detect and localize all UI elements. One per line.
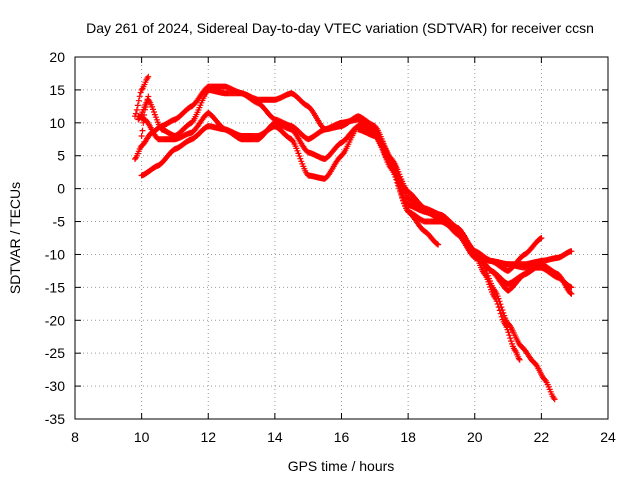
y-tick-label: 5 [57, 148, 65, 164]
y-tick-label: -10 [45, 246, 65, 262]
data-point-marker [497, 301, 504, 308]
x-tick-label: 20 [467, 429, 483, 445]
data-point-marker [567, 290, 574, 297]
data-point-marker [400, 197, 407, 204]
y-axis-label: SDTVAR / TECUs [7, 182, 23, 294]
series-track [355, 126, 442, 248]
series-track [132, 73, 152, 120]
y-tick-label: 20 [49, 49, 65, 65]
data-point-marker [401, 200, 408, 206]
data-point-marker [397, 187, 404, 194]
data-point-marker [138, 86, 145, 93]
chart-title: Day 261 of 2024, Sidereal Day-to-day VTE… [86, 20, 594, 36]
data-point-marker [500, 309, 507, 316]
x-tick-label: 16 [334, 429, 350, 445]
data-point-marker [393, 174, 400, 181]
data-point-marker [139, 127, 146, 134]
y-tick-label: -30 [45, 378, 65, 394]
data-point-marker [496, 298, 503, 305]
series-track [478, 258, 558, 403]
data-point-marker [399, 194, 406, 200]
data-point-marker [508, 338, 515, 345]
x-tick-label: 22 [534, 429, 550, 445]
data-point-marker [132, 110, 139, 117]
x-tick-label: 14 [267, 429, 283, 445]
data-point-marker [551, 396, 558, 403]
y-tick-label: -5 [53, 214, 66, 230]
data-point-marker [145, 93, 152, 100]
data-point-marker [140, 119, 147, 126]
x-axis-label: GPS time / hours [288, 458, 395, 474]
data-point-marker [435, 241, 442, 248]
data-point-marker [392, 171, 399, 178]
data-point-marker [505, 329, 512, 336]
x-tick-label: 12 [200, 429, 216, 445]
data-point-marker [145, 73, 152, 80]
data-point-marker [134, 102, 141, 109]
data-point-marker [144, 96, 151, 103]
x-tick-label: 24 [600, 429, 616, 445]
data-point-marker [506, 332, 513, 339]
axis-ticks: 8 10 12 14 16 18 20 22 24 20 15 10 5 0 -5 -10 -15 -20 -25 -… [45, 49, 616, 445]
y-tick-label: -15 [45, 279, 65, 295]
data-point-marker [143, 100, 150, 107]
data-point-marker [498, 304, 505, 311]
data-series [132, 73, 575, 403]
data-point-marker [568, 290, 575, 297]
series-track [488, 235, 545, 274]
series-track [138, 123, 575, 297]
y-tick-label: -35 [45, 411, 65, 427]
series-track [138, 93, 152, 139]
data-point-marker [132, 156, 138, 162]
data-point-marker [395, 180, 402, 187]
data-point-marker [394, 177, 401, 184]
data-point-marker [142, 104, 149, 110]
x-tick-label: 18 [400, 429, 416, 445]
data-point-marker [499, 307, 506, 313]
data-point-marker [515, 355, 522, 362]
data-point-marker [396, 183, 403, 190]
data-point-marker [136, 93, 143, 100]
x-tick-label: 10 [134, 429, 150, 445]
y-tick-label: 10 [49, 115, 65, 131]
data-point-marker [398, 190, 405, 197]
data-point-marker [189, 118, 196, 125]
data-point-marker [568, 284, 575, 291]
data-point-marker [141, 112, 148, 118]
data-point-marker [152, 114, 159, 121]
y-tick-label: 0 [57, 181, 65, 197]
data-point-marker [133, 106, 140, 113]
data-point-marker [568, 248, 575, 255]
data-point-marker [135, 97, 142, 104]
data-point-marker [296, 153, 303, 159]
data-point-marker [538, 235, 545, 241]
data-point-marker [485, 272, 492, 279]
x-tick-label: 8 [71, 429, 79, 445]
y-tick-label: -20 [45, 312, 65, 328]
data-point-marker [142, 106, 148, 113]
data-point-marker [495, 295, 502, 302]
data-point-marker [507, 335, 514, 342]
y-tick-label: -25 [45, 345, 65, 361]
y-tick-label: 15 [49, 82, 65, 98]
data-point-marker [138, 133, 145, 139]
data-point-marker [550, 395, 557, 401]
data-point-marker [516, 356, 523, 363]
